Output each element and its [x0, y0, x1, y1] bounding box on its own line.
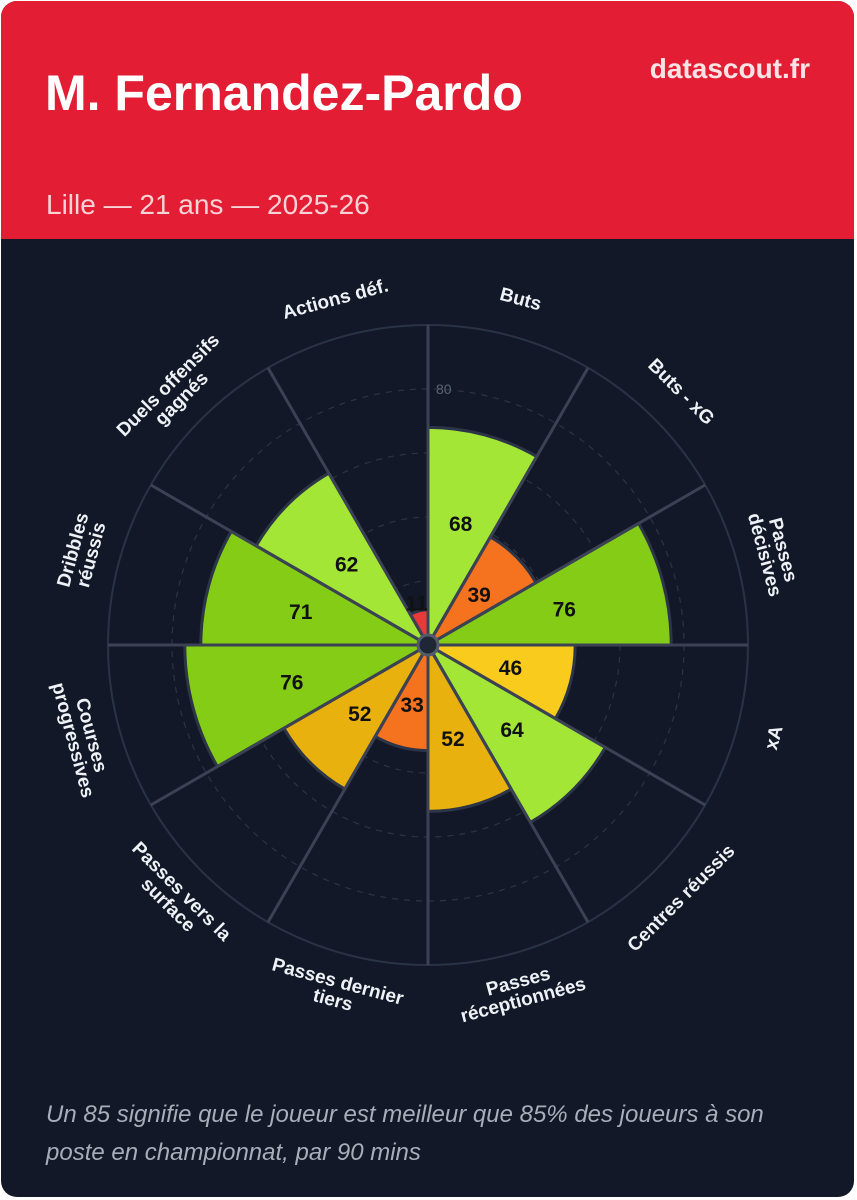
svg-text:Buts: Buts: [497, 284, 543, 315]
svg-text:Passesdécisives: Passesdécisives: [743, 506, 804, 599]
spoke-12: [266, 367, 430, 646]
bar-courses-progressives: [183, 643, 430, 769]
svg-text:Centres réussis: Centres réussis: [624, 841, 740, 957]
category-label-passes-dernier-tiers: Passes derniertiers: [265, 954, 407, 1028]
category-label-dribbles-reussis: Dribblesréussis: [54, 511, 112, 595]
value-label-dribbles-reussis: 71: [289, 601, 313, 624]
spoke-2: [426, 367, 590, 646]
value-label-duels-offensifs-gagnes: 62: [335, 554, 358, 577]
value-label-actions-def: 11: [406, 592, 429, 615]
svg-text:Duels offensifsgagnés: Duels offensifsgagnés: [113, 330, 238, 455]
svg-text:Actions déf.: Actions déf.: [280, 275, 390, 323]
ring-label: 80: [436, 381, 452, 397]
value-label-passes-vers-la-surface: 52: [348, 703, 371, 726]
svg-text:Passes derniertiers: Passes derniertiers: [265, 954, 407, 1028]
header-banner: M. Fernandez-Pardo Lille — 21 ans — 2025…: [1, 1, 854, 239]
value-label-buts-xg: 39: [468, 584, 491, 607]
spoke-9: [150, 643, 429, 807]
category-label-courses-progressives: Coursesprogressives: [47, 675, 116, 800]
category-label-xa: xA: [761, 723, 788, 752]
category-label-passes-receptionnees: Passesréceptionnées: [453, 955, 588, 1027]
category-label-passes-vers-la-surface: Passes vers lasurface: [114, 838, 235, 959]
value-label-passes-receptionnees: 52: [441, 728, 464, 751]
category-label-passes-decisives: Passesdécisives: [743, 506, 804, 599]
bar-passes-decisives: [426, 521, 673, 647]
player-subtitle: Lille — 21 ans — 2025-26: [46, 189, 370, 220]
bar-buts: [426, 425, 539, 647]
bar-passes-receptionnees: [426, 643, 513, 813]
bar-passes-vers-la-surface: [282, 643, 430, 791]
value-label-courses-progressives: 76: [280, 672, 303, 695]
value-label-passes-dernier-tiers: 33: [400, 694, 423, 717]
spoke-5: [427, 643, 706, 807]
value-label-centres-reussis: 64: [500, 719, 524, 742]
brand-logo: datascout.fr: [649, 53, 810, 84]
svg-text:Passes vers lasurface: Passes vers lasurface: [114, 838, 235, 959]
spoke-8: [266, 644, 430, 923]
bar-centres-reussis: [426, 643, 607, 824]
svg-text:xA: xA: [761, 723, 788, 752]
svg-text:Coursesprogressives: Coursesprogressives: [47, 675, 116, 800]
value-label-xa: 46: [499, 657, 522, 680]
spoke-11: [150, 483, 429, 647]
svg-text:Passesréceptionnées: Passesréceptionnées: [453, 955, 588, 1027]
center-hub: [416, 633, 440, 657]
bar-dribbles-reussis: [199, 529, 430, 647]
svg-text:Dribblesréussis: Dribblesréussis: [54, 511, 112, 595]
category-label-duels-offensifs-gagnes: Duels offensifsgagnés: [113, 330, 238, 455]
footnote: Un 85 signifie que le joueur est meilleu…: [46, 1101, 764, 1166]
value-label-passes-decisives: 76: [553, 598, 576, 621]
category-label-centres-reussis: Centres réussis: [624, 841, 740, 957]
spoke-6: [426, 644, 590, 923]
category-label-actions-def: Actions déf.: [280, 275, 390, 323]
player-name: M. Fernandez-Pardo: [45, 65, 523, 121]
spoke-3: [427, 483, 706, 647]
bar-duels-offensifs-gagnes: [254, 471, 430, 647]
value-label-buts: 68: [449, 513, 473, 536]
category-label-buts: Buts: [497, 284, 543, 315]
